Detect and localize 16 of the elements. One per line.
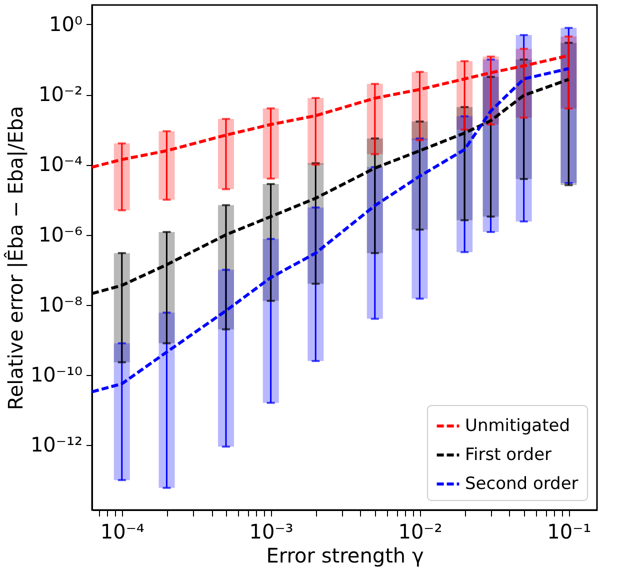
y-tick-label: 10⁻⁸ (38, 292, 82, 316)
x-tick-label: 10⁻⁴ (100, 520, 144, 544)
x-tick-label: 10⁻¹ (547, 520, 592, 544)
legend-label: First order (465, 445, 552, 465)
y-tick-label: 10⁻² (38, 82, 82, 106)
y-tick-label: 10⁻¹² (30, 432, 82, 457)
y-axis-title: Relative error |Êba − Eba|/Eba (3, 106, 28, 410)
y-tick-label: 10⁰ (49, 12, 82, 36)
legend-label: Unmitigated (465, 416, 570, 436)
x-tick-label: 10⁻³ (249, 520, 294, 544)
x-axis-title: Error strength γ (266, 544, 424, 568)
x-tick-label: 10⁻² (398, 520, 442, 544)
legend-label: Second order (465, 474, 578, 494)
y-tick-label: 10⁻⁶ (38, 222, 82, 246)
y-tick-label: 10⁻¹⁰ (30, 362, 82, 386)
y-tick-label: 10⁻⁴ (38, 152, 82, 176)
